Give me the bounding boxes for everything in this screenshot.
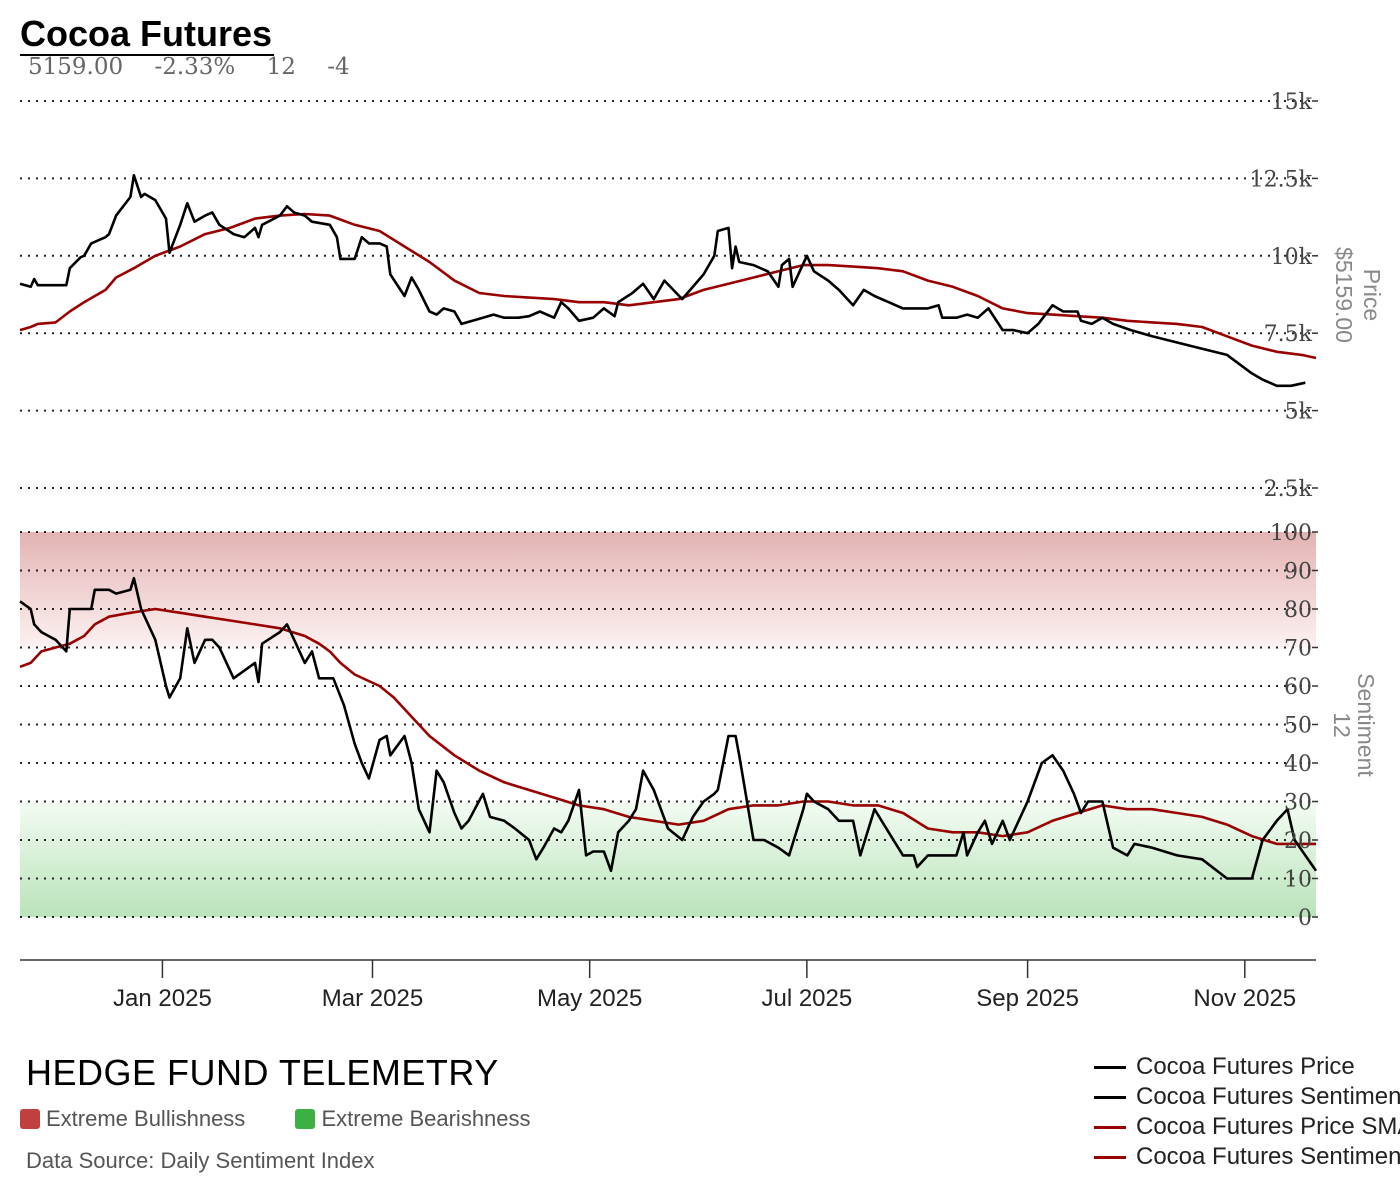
chart-gridlines: [20, 100, 1316, 918]
legend-label: Cocoa Futures Sentiment: [1136, 1083, 1400, 1110]
price-sma-line: [19, 212, 1317, 360]
legend-item-price-sma[interactable]: Cocoa Futures Price SMA: [1094, 1112, 1400, 1142]
sentiment-tick-label: 0: [1298, 906, 1312, 931]
legend-item-price[interactable]: Cocoa Futures Price: [1094, 1052, 1400, 1082]
brand-name: HEDGE FUND TELEMETRY: [26, 1052, 499, 1093]
sentiment-tick-label: 40: [1284, 752, 1312, 777]
bull-swatch-icon: [20, 1109, 40, 1129]
chart-series: [19, 174, 1318, 880]
y-axis-ticks: 15k12.5k10k7.5k5k2.5k1009080706050403020…: [1250, 90, 1318, 931]
data-source: Data Source: Daily Sentiment Index: [26, 1148, 375, 1173]
price-tick-label: 12.5k: [1250, 167, 1313, 192]
price-line: [19, 174, 1306, 388]
sentiment-tick-label: 70: [1284, 637, 1312, 662]
x-tick-label: Nov 2025: [1193, 985, 1296, 1012]
price-tick-label: 5k: [1285, 400, 1313, 425]
legend-label: Cocoa Futures Price: [1136, 1053, 1355, 1080]
chart-title: Cocoa Futures: [20, 13, 275, 56]
x-tick-label: May 2025: [537, 985, 642, 1012]
sentiment-tick-label: 100: [1270, 521, 1312, 546]
series-legend: Cocoa Futures Price Cocoa Futures Sentim…: [1094, 1052, 1400, 1172]
zone-legend-bear: Extreme Bearishness: [295, 1106, 531, 1132]
extreme-bearishness-zone: [20, 801, 1316, 917]
price-tick-label: 10k: [1271, 245, 1313, 270]
price-axis-value: $5159.00: [1331, 247, 1357, 343]
legend-label: Cocoa Futures Sentiment SMA: [1136, 1143, 1400, 1170]
zone-legend: Extreme Bullishness Extreme Bearishness: [20, 1106, 575, 1135]
sentiment-zones: [20, 532, 1316, 917]
legend-line-icon: [1094, 1155, 1126, 1159]
sentiment-change: -4: [327, 54, 350, 80]
sentiment-tick-label: 60: [1284, 675, 1312, 700]
change-percent: -2.33%: [154, 54, 236, 80]
sentiment-value: 12: [266, 54, 296, 80]
price-axis-title: Price: [1359, 269, 1385, 321]
chart-canvas: 15k12.5k10k7.5k5k2.5k1009080706050403020…: [19, 90, 1385, 1012]
legend-line-icon: [1094, 1125, 1126, 1129]
sentiment-tick-label: 30: [1284, 791, 1312, 816]
legend-line-icon: [1094, 1065, 1126, 1069]
sentiment-tick-label: 90: [1284, 560, 1312, 585]
legend-line-icon: [1094, 1095, 1126, 1099]
x-tick-label: Sep 2025: [976, 985, 1079, 1012]
legend-item-sentiment[interactable]: Cocoa Futures Sentiment: [1094, 1082, 1400, 1112]
sentiment-tick-label: 50: [1284, 714, 1312, 739]
price-tick-label: 15k: [1271, 90, 1313, 115]
x-axis: Jan 2025 Mar 2025 May 2025 Jul 2025 Sep 2025…: [20, 959, 1316, 1012]
bear-swatch-icon: [295, 1109, 316, 1129]
zone-legend-bear-label: Extreme Bearishness: [321, 1106, 531, 1131]
header-stats: 5159.00 -2.33% 12 -4: [28, 54, 374, 80]
sentiment-line: [19, 576, 1318, 880]
x-tick-label: Mar 2025: [322, 985, 423, 1012]
legend-item-sentiment-sma[interactable]: Cocoa Futures Sentiment SMA: [1094, 1142, 1400, 1172]
sentiment-axis-value: 12: [1329, 712, 1355, 738]
zone-legend-bull: Extreme Bullishness: [20, 1106, 245, 1132]
extreme-bullishness-zone: [20, 532, 1316, 648]
sentiment-tick-label: 80: [1284, 598, 1312, 623]
price-value: 5159.00: [28, 54, 124, 80]
price-tick-label: 2.5k: [1264, 477, 1313, 502]
sentiment-tick-label: 20: [1284, 829, 1312, 854]
x-tick-label: Jan 2025: [113, 985, 212, 1012]
price-tick-label: 7.5k: [1264, 322, 1313, 347]
zone-legend-bull-label: Extreme Bullishness: [46, 1106, 246, 1131]
x-tick-label: Jul 2025: [761, 985, 852, 1012]
sentiment-tick-label: 10: [1284, 868, 1312, 893]
legend-label: Cocoa Futures Price SMA: [1136, 1113, 1400, 1140]
sentiment-axis-title: Sentiment: [1353, 673, 1379, 777]
